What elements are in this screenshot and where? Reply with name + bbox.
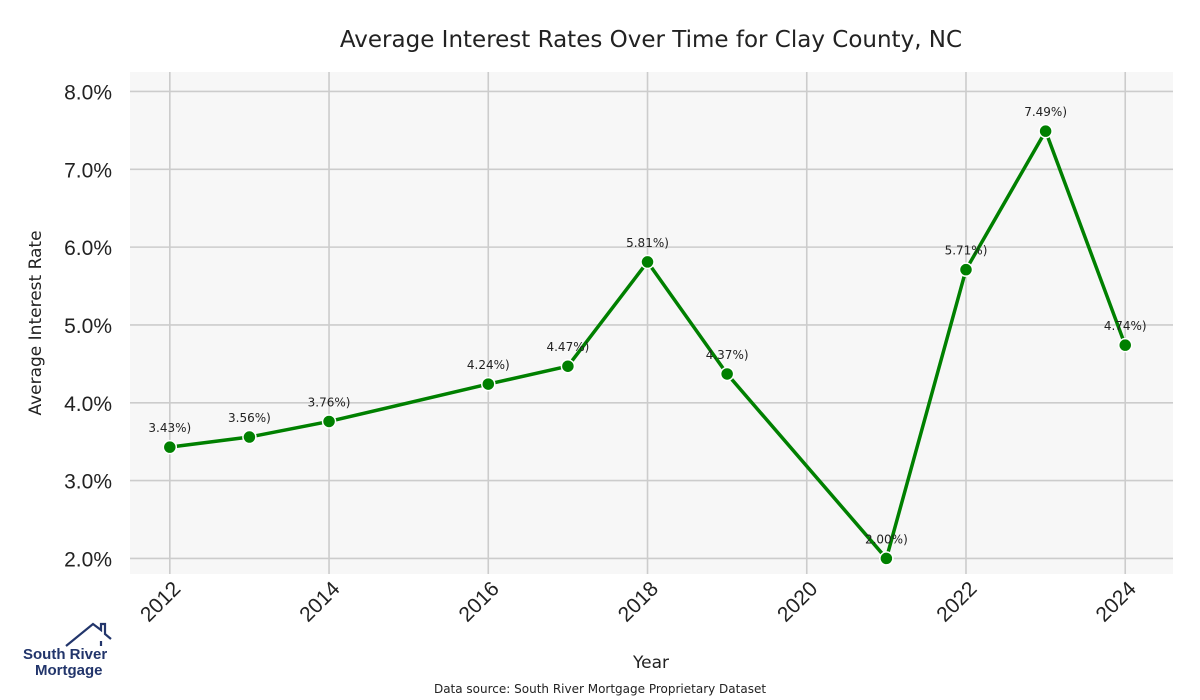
data-label: 3.76%): [308, 395, 351, 409]
y-tick-label: 5.0%: [64, 315, 112, 338]
data-label: 3.56%): [228, 411, 271, 425]
y-gridlines: [130, 90, 1173, 560]
data-label: 4.47%): [546, 340, 589, 354]
house-icon: [65, 622, 112, 647]
data-label: 2.00%): [865, 532, 908, 546]
x-tick-label: 2024: [1091, 577, 1141, 627]
y-axis-label: Average Interest Rate: [26, 230, 46, 415]
y-tick-label: 8.0%: [64, 81, 112, 104]
x-tick-label: 2016: [455, 577, 504, 626]
data-point: [640, 254, 655, 270]
data-label: 7.49%): [1024, 105, 1067, 119]
y-tick-labels: 2.0% 3.0% 4.0% 5.0% 6.0% 7.0% 8.0%: [64, 81, 112, 571]
data-point: [719, 366, 735, 382]
data-labels: 3.43%) 3.56%) 3.76%) 4.24%) 4.47%) 5.81%) 4.37…: [148, 105, 1146, 546]
data-point: [560, 358, 576, 374]
data-point: [958, 262, 974, 277]
x-gridlines: [169, 72, 1127, 574]
data-point: [242, 429, 257, 445]
data-point: [481, 376, 496, 392]
x-tick-label: 2018: [614, 577, 663, 626]
x-tick-label: 2020: [773, 577, 822, 626]
x-tick-label: 2022: [932, 577, 981, 626]
y-tick-label: 3.0%: [64, 471, 112, 494]
data-point: [1117, 337, 1133, 353]
y-tick-label: 4.0%: [64, 393, 112, 416]
data-points: [162, 123, 1133, 566]
data-point: [1038, 123, 1053, 139]
logo-text-line2: Mortgage: [35, 662, 103, 679]
data-point: [162, 439, 178, 455]
y-tick-label: 7.0%: [64, 159, 112, 182]
data-label: 4.24%): [467, 358, 510, 372]
data-point: [321, 414, 337, 429]
company-logo: South River Mortgage: [23, 622, 112, 679]
data-label: 3.43%): [148, 421, 191, 435]
x-tick-labels: 2012 2014 2016 2018 2020 2022 2024: [136, 577, 1141, 627]
data-label: 5.71%): [945, 244, 988, 258]
y-tick-label: 6.0%: [64, 237, 112, 260]
x-tick-label: 2014: [295, 577, 345, 627]
data-point: [879, 551, 894, 566]
x-tick-label: 2012: [136, 577, 185, 626]
chart-title: Average Interest Rates Over Time for Cla…: [340, 27, 962, 53]
data-label: 5.81%): [626, 236, 669, 250]
data-label: 4.74%): [1104, 319, 1147, 333]
plot-area: [130, 72, 1173, 574]
source-note: Data source: South River Mortgage Propri…: [434, 682, 766, 696]
logo-text-line1: South River: [23, 646, 107, 663]
y-tick-label: 2.0%: [64, 548, 112, 571]
data-label: 4.37%): [706, 348, 749, 362]
x-axis-label: Year: [632, 653, 669, 673]
